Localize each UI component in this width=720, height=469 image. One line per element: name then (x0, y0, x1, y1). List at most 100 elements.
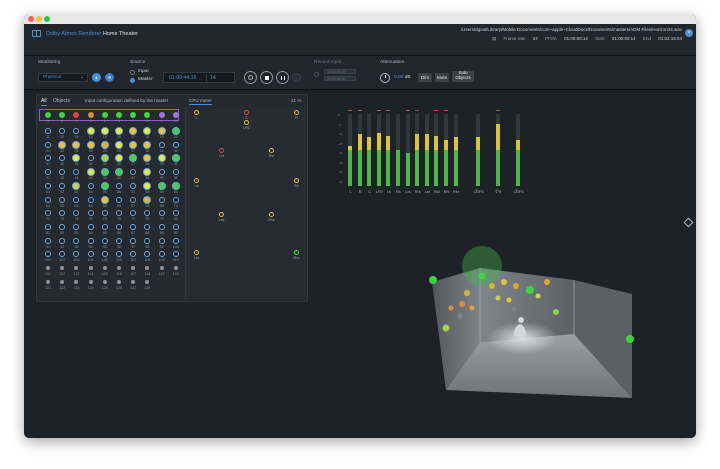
object-input-cell[interactable]: 18 (140, 128, 155, 141)
object-input-cell[interactable]: 49 (155, 169, 170, 182)
object-input-cell[interactable]: 64 (84, 196, 99, 210)
object-input-cell[interactable]: 34 (84, 155, 99, 168)
object-input-cell[interactable]: 120 (169, 265, 184, 278)
object-input-cell[interactable]: 31 (41, 155, 56, 168)
monitoring-dropdown[interactable]: Physical ⌄ (38, 73, 88, 82)
object-input-cell[interactable]: 83 (69, 223, 84, 237)
object-input-cell[interactable]: 66 (112, 196, 127, 210)
object-input-cell[interactable]: 23 (69, 141, 84, 155)
object-marker[interactable] (429, 276, 437, 284)
object-input-cell[interactable]: 78 (140, 210, 155, 223)
object-input-cell[interactable]: 27 (126, 141, 141, 155)
bed-input-cell[interactable]: 9 (155, 112, 170, 125)
record-button[interactable] (292, 73, 301, 82)
object-input-cell[interactable]: 93 (69, 237, 84, 251)
mute-button[interactable]: Mute (435, 73, 449, 82)
object-input-cell[interactable]: 76 (112, 210, 127, 223)
object-input-cell[interactable]: 97 (126, 237, 141, 251)
object-input-cell[interactable]: 108 (140, 251, 155, 264)
return-to-start-button[interactable] (244, 71, 257, 84)
object-input-cell[interactable]: 87 (126, 223, 141, 237)
object-marker[interactable] (478, 272, 486, 280)
object-marker[interactable] (513, 283, 519, 289)
bed-channel-rs[interactable]: Rs (286, 178, 306, 190)
object-input-cell[interactable]: 90 (169, 223, 184, 237)
object-input-cell[interactable]: 73 (69, 210, 84, 223)
object-input-cell[interactable]: 99 (155, 237, 170, 251)
object-input-cell[interactable]: 127 (126, 279, 141, 292)
object-marker[interactable] (495, 295, 501, 301)
object-input-cell[interactable]: 38 (140, 155, 155, 168)
object-input-cell[interactable]: 50 (169, 169, 184, 182)
object-input-cell[interactable]: 60 (169, 182, 184, 196)
object-input-cell[interactable]: 86 (112, 223, 127, 237)
object-input-cell[interactable]: 98 (140, 237, 155, 251)
record-end-field[interactable]: 00:00:00:00 (324, 76, 356, 81)
object-input-cell[interactable]: 57 (126, 182, 141, 196)
object-input-cell[interactable]: 68 (140, 196, 155, 210)
object-input-cell[interactable]: 53 (69, 182, 84, 196)
object-input-cell[interactable]: 63 (69, 196, 84, 210)
object-input-cell[interactable]: 45 (98, 169, 113, 182)
object-marker[interactable] (448, 305, 454, 311)
zoom-window-button[interactable] (44, 16, 50, 22)
object-input-cell[interactable]: 91 (41, 237, 56, 251)
bed-input-cell[interactable]: 8 (140, 112, 155, 125)
object-input-cell[interactable]: 42 (55, 169, 70, 182)
object-input-cell[interactable]: 128 (140, 279, 155, 292)
object-input-cell[interactable]: 35 (98, 155, 113, 168)
object-input-cell[interactable]: 17 (126, 128, 141, 141)
object-input-cell[interactable]: 115 (98, 265, 113, 278)
object-input-cell[interactable]: 110 (169, 251, 184, 264)
tab-objects[interactable]: Objects (53, 98, 70, 104)
object-input-cell[interactable]: 102 (55, 251, 70, 264)
object-input-cell[interactable]: 77 (126, 210, 141, 223)
object-input-cell[interactable]: 67 (126, 196, 141, 210)
object-input-cell[interactable]: 121 (41, 279, 56, 292)
bed-channel-lfe[interactable]: LFE (236, 120, 256, 132)
object-input-cell[interactable]: 81 (41, 223, 56, 237)
bed-channel-lrs[interactable]: Lrs (186, 250, 206, 262)
object-input-cell[interactable]: 47 (126, 169, 141, 182)
stop-button[interactable] (260, 71, 273, 84)
object-input-cell[interactable]: 82 (55, 223, 70, 237)
bed-channel-rrs[interactable]: Rrs (286, 250, 306, 262)
object-input-cell[interactable]: 92 (55, 237, 70, 251)
object-input-cell[interactable]: 12 (55, 128, 70, 141)
object-input-cell[interactable]: 43 (69, 169, 84, 182)
object-input-cell[interactable]: 11 (41, 128, 56, 141)
object-input-cell[interactable]: 22 (55, 141, 70, 155)
bed-input-cell[interactable]: 3 (69, 112, 84, 125)
object-marker[interactable] (489, 283, 495, 289)
object-input-cell[interactable]: 25 (98, 141, 113, 155)
object-input-cell[interactable]: 72 (55, 210, 70, 223)
object-input-cell[interactable]: 109 (155, 251, 170, 264)
settings-icon[interactable]: ⚙ (105, 73, 114, 82)
object-marker[interactable] (511, 306, 517, 312)
object-marker[interactable] (457, 313, 463, 319)
object-input-cell[interactable]: 94 (84, 237, 99, 251)
object-input-cell[interactable]: 111 (41, 265, 56, 278)
object-input-cell[interactable]: 54 (84, 182, 99, 196)
dim-button[interactable]: Dim (418, 73, 432, 82)
object-marker[interactable] (626, 335, 634, 343)
solo-objects-button[interactable]: Solo Objects (452, 70, 474, 82)
object-input-cell[interactable]: 39 (155, 155, 170, 168)
object-input-cell[interactable]: 61 (41, 196, 56, 210)
object-input-cell[interactable]: 71 (41, 210, 56, 223)
view-cube-icon[interactable] (683, 217, 694, 228)
bed-input-cell[interactable]: 4 (84, 112, 99, 125)
object-input-cell[interactable]: 89 (155, 223, 170, 237)
object-input-cell[interactable]: 62 (55, 196, 70, 210)
cpu-meter-tab[interactable]: CPU meter (189, 98, 212, 105)
object-input-cell[interactable]: 46 (112, 169, 127, 182)
object-input-cell[interactable]: 26 (112, 141, 127, 155)
source-master-radio[interactable] (130, 78, 135, 83)
object-input-cell[interactable]: 112 (55, 265, 70, 278)
object-input-cell[interactable]: 119 (155, 265, 170, 278)
object-input-cell[interactable]: 106 (112, 251, 127, 264)
close-file-button[interactable]: × (685, 29, 693, 37)
pause-button[interactable] (276, 71, 289, 84)
object-marker[interactable] (544, 279, 550, 285)
object-input-cell[interactable]: 48 (140, 169, 155, 182)
